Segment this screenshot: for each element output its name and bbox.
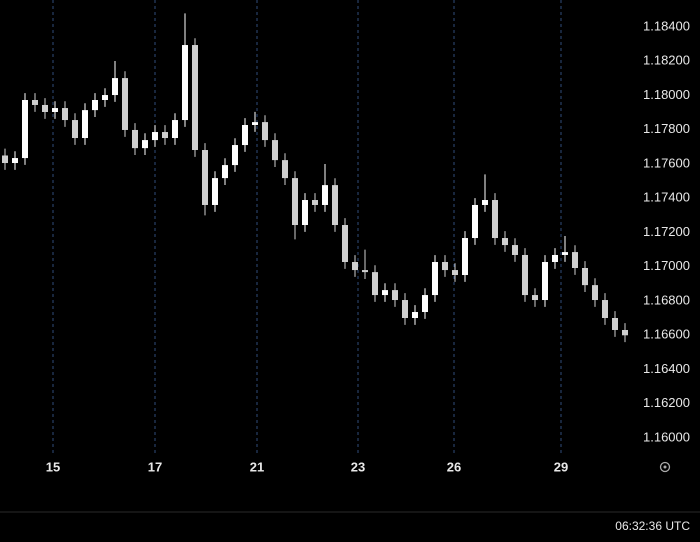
- candle-body: [152, 132, 158, 141]
- candle-body: [22, 100, 28, 159]
- candle-body: [262, 122, 268, 141]
- candle-body: [272, 140, 278, 161]
- y-tick-label: 1.16200: [643, 395, 690, 410]
- candle-body: [382, 290, 388, 296]
- candle-body: [592, 285, 598, 301]
- candle-body: [552, 254, 558, 263]
- y-tick-label: 1.16000: [643, 429, 690, 444]
- x-tick-label: 17: [148, 459, 162, 474]
- candle-body: [442, 262, 448, 271]
- candle-body: [332, 185, 338, 226]
- y-tick-label: 1.18200: [643, 53, 690, 68]
- y-tick-label: 1.16600: [643, 327, 690, 342]
- candle-body: [252, 122, 258, 126]
- x-tick-label: 15: [46, 459, 60, 474]
- candle-body: [302, 200, 308, 226]
- candle-body: [42, 104, 48, 112]
- candle-body: [402, 300, 408, 319]
- clock: 06:32:36 UTC: [615, 519, 690, 533]
- y-tick-label: 1.17000: [643, 258, 690, 273]
- y-tick-label: 1.17400: [643, 190, 690, 205]
- candle-body: [202, 150, 208, 205]
- candle-body: [62, 108, 68, 121]
- candle-body: [362, 270, 368, 273]
- candle-body: [372, 272, 378, 296]
- candle-body: [542, 262, 548, 301]
- y-tick-label: 1.17600: [643, 155, 690, 170]
- y-tick-label: 1.17200: [643, 224, 690, 239]
- candle-body: [352, 262, 358, 271]
- candle-body: [452, 270, 458, 276]
- y-tick-label: 1.17800: [643, 121, 690, 136]
- candle-body: [122, 78, 128, 130]
- x-tick-label: 23: [351, 459, 365, 474]
- candle-body: [512, 245, 518, 255]
- candle-body: [52, 108, 58, 112]
- candle-body: [502, 238, 508, 246]
- candle-body: [12, 158, 18, 164]
- candle-body: [422, 295, 428, 313]
- candle-body: [532, 295, 538, 301]
- y-tick-label: 1.18400: [643, 18, 690, 33]
- candle-body: [102, 95, 108, 101]
- candle-body: [522, 254, 528, 296]
- candle-body: [142, 140, 148, 149]
- candle-body: [132, 129, 138, 149]
- candle-body: [622, 329, 628, 336]
- settings-icon[interactable]: [659, 461, 671, 473]
- candle-body: [172, 120, 178, 139]
- x-tick-label: 26: [447, 459, 461, 474]
- candle-body: [312, 200, 318, 205]
- candle-body: [92, 100, 98, 111]
- candle-body: [162, 132, 168, 139]
- x-tick-label: 29: [554, 459, 568, 474]
- candle-body: [472, 204, 478, 239]
- candle-body: [462, 238, 468, 276]
- candle-body: [72, 120, 78, 139]
- candle-body: [182, 45, 188, 121]
- candle-body: [492, 200, 498, 239]
- candle-body: [242, 125, 248, 146]
- candle-body: [282, 160, 288, 179]
- candle-body: [32, 100, 38, 105]
- candle-body: [82, 110, 88, 139]
- candle-body: [582, 267, 588, 286]
- candle-body: [432, 262, 438, 296]
- candle-body: [612, 318, 618, 330]
- x-tick-label: 21: [250, 459, 264, 474]
- y-tick-label: 1.18000: [643, 87, 690, 102]
- candle-body: [322, 185, 328, 205]
- candle-body: [602, 300, 608, 319]
- candle-body: [392, 290, 398, 301]
- candle-body: [2, 155, 8, 164]
- candle-body: [192, 45, 198, 151]
- candle-body: [412, 312, 418, 319]
- candle-body: [232, 145, 238, 166]
- candle-body: [222, 165, 228, 179]
- candle-body: [112, 78, 118, 96]
- candle-body: [342, 225, 348, 263]
- candle-body: [212, 178, 218, 205]
- candle-body: [482, 200, 488, 205]
- candle-body: [562, 252, 568, 255]
- candle-body: [292, 178, 298, 226]
- y-tick-label: 1.16800: [643, 292, 690, 307]
- settings-icon-center: [663, 465, 667, 469]
- candle-body: [572, 252, 578, 268]
- y-tick-label: 1.16400: [643, 361, 690, 376]
